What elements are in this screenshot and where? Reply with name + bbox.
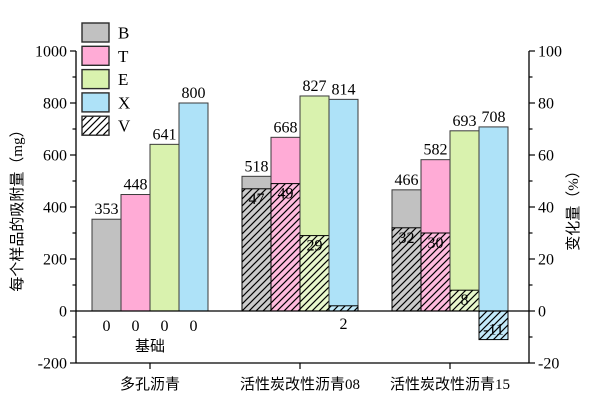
change-value-label: 0 bbox=[161, 318, 169, 335]
bar-value-label: 518 bbox=[245, 158, 269, 175]
hatch-bar-T-1 bbox=[270, 183, 301, 312]
bar-value-label: 827 bbox=[303, 78, 327, 95]
axes-layer bbox=[70, 50, 535, 369]
left-tick-label: 1000 bbox=[35, 44, 67, 61]
right-axis-title: 变化量（%） bbox=[565, 163, 582, 251]
hatch-bar-X-2 bbox=[478, 310, 509, 341]
legend-label-V: V bbox=[118, 117, 131, 136]
hatch-bar-B-1 bbox=[241, 188, 272, 312]
bar-value-label: 641 bbox=[153, 126, 177, 143]
bars-layer bbox=[91, 95, 509, 341]
x-category-label: 多孔沥青 bbox=[120, 376, 180, 393]
change-value-label: 30 bbox=[428, 235, 444, 252]
left-axis-title: 每个样品的吸附量（mg） bbox=[9, 122, 26, 291]
bar-value-label: 448 bbox=[124, 177, 148, 194]
legend-label-X: X bbox=[118, 93, 130, 112]
change-value-label: 32 bbox=[399, 230, 415, 247]
change-value-label: 0 bbox=[132, 318, 140, 335]
bar-value-label: 353 bbox=[95, 201, 119, 218]
change-value-label: -11 bbox=[483, 322, 504, 339]
bar-E-0 bbox=[149, 143, 180, 312]
left-tick-label: 200 bbox=[43, 252, 67, 269]
bar-E-2 bbox=[449, 130, 480, 312]
right-tick-label: 40 bbox=[538, 200, 554, 217]
bar-value-label: 693 bbox=[453, 113, 477, 130]
legend-label-E: E bbox=[118, 70, 128, 89]
legend-label-T: T bbox=[118, 47, 129, 66]
change-value-label: 8 bbox=[461, 292, 469, 309]
bar-value-label: 668 bbox=[274, 119, 298, 136]
change-value-label: 29 bbox=[307, 238, 323, 255]
change-value-label: 0 bbox=[190, 318, 198, 335]
legend-swatch-T bbox=[81, 45, 110, 66]
left-tick-label: -200 bbox=[38, 356, 67, 373]
right-tick-label: 80 bbox=[538, 96, 554, 113]
bar-value-label: 582 bbox=[424, 142, 448, 159]
x-category-label: 活性炭改性沥青08 bbox=[240, 376, 360, 393]
hatch-bar-X-1 bbox=[328, 305, 359, 312]
right-tick-label: 100 bbox=[538, 44, 562, 61]
labels-layer: 3530448064108000多孔沥青5184766849827298142活… bbox=[9, 44, 582, 394]
left-tick-label: 600 bbox=[43, 148, 67, 165]
legend-swatch-B bbox=[81, 22, 110, 43]
right-tick-label: -20 bbox=[538, 356, 559, 373]
bar-value-label: 708 bbox=[482, 109, 506, 126]
right-tick-label: 20 bbox=[538, 252, 554, 269]
left-tick-label: 0 bbox=[59, 304, 67, 321]
bar-value-label: 466 bbox=[395, 172, 419, 189]
hatch-bar-T-2 bbox=[420, 232, 451, 312]
hatch-bar-E-1 bbox=[299, 235, 330, 312]
change-value-label: 0 bbox=[103, 318, 111, 335]
bar-value-label: 814 bbox=[332, 81, 356, 98]
legend-swatch-X bbox=[81, 92, 110, 113]
bar-X-2 bbox=[478, 126, 509, 312]
change-value-label: 47 bbox=[249, 191, 265, 208]
change-value-label: 49 bbox=[278, 186, 294, 203]
hatch-bar-B-2 bbox=[391, 227, 422, 312]
legend-swatch-E bbox=[81, 68, 110, 90]
x-category-label: 活性炭改性沥青15 bbox=[390, 376, 510, 393]
bar-X-0 bbox=[178, 102, 209, 312]
bar-B-0 bbox=[91, 218, 122, 312]
bar-value-label: 800 bbox=[182, 85, 206, 102]
left-tick-label: 400 bbox=[43, 200, 67, 217]
right-tick-label: 60 bbox=[538, 148, 554, 165]
bar-X-1 bbox=[328, 98, 359, 312]
baseline-annotation: 基础 bbox=[135, 338, 165, 355]
right-tick-label: 0 bbox=[538, 304, 546, 321]
bar-T-0 bbox=[120, 194, 151, 312]
legend-swatch-V bbox=[81, 115, 110, 136]
legend-label-B: B bbox=[118, 24, 129, 43]
left-tick-label: 800 bbox=[43, 96, 67, 113]
change-value-label: 2 bbox=[340, 316, 348, 333]
